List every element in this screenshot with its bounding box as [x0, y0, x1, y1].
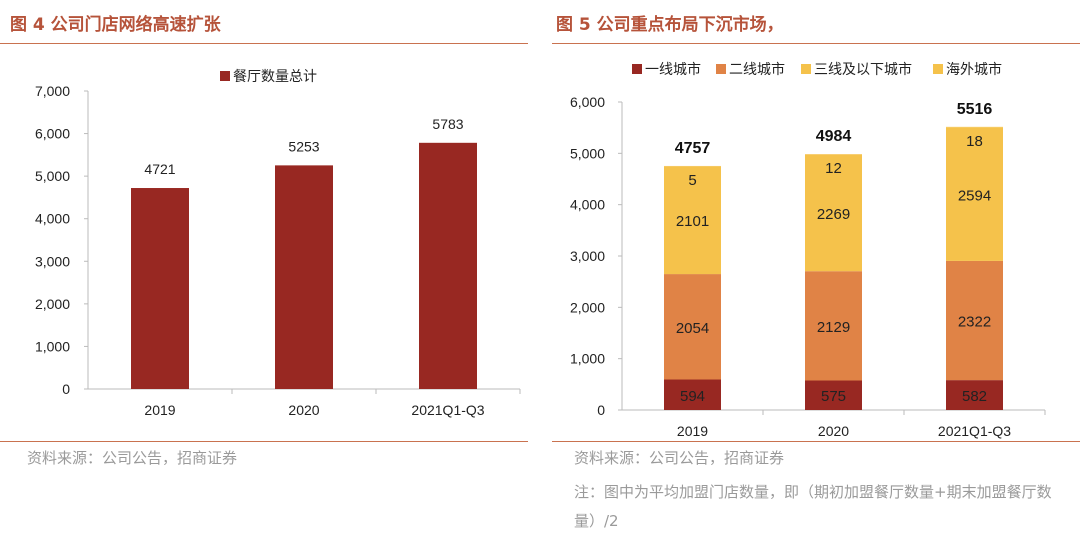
right-y-tick-label: 4,000: [570, 197, 605, 213]
right-total-label: 5516: [957, 101, 993, 118]
left-legend-swatch: [220, 71, 230, 81]
left-x-tick-label: 2020: [288, 402, 319, 418]
right-y-tick-label: 3,000: [570, 248, 605, 264]
left-y-tick-label: 0: [62, 381, 70, 397]
right-segment-label: 18: [966, 133, 983, 150]
right-legend-swatch: [801, 64, 811, 74]
left-y-tick-label: 6,000: [35, 126, 70, 142]
left-y-tick-label: 3,000: [35, 253, 70, 269]
right-segment-label: 2594: [958, 187, 991, 204]
left-y-tick-label: 4,000: [35, 211, 70, 227]
right-legend-swatch: [716, 64, 726, 74]
right-stack-segment-4: [805, 154, 862, 155]
left-y-tick-label: 5,000: [35, 168, 70, 184]
right-source: 资料来源：公司公告，招商证券: [574, 447, 784, 468]
left-y-tick-label: 7,000: [35, 83, 70, 99]
right-segment-label: 5: [688, 172, 696, 189]
right-y-tick-label: 2,000: [570, 299, 605, 315]
right-legend-label: 二线城市: [729, 61, 785, 77]
right-legend-label: 三线及以下城市: [814, 61, 912, 77]
left-legend-label: 餐厅数量总计: [233, 68, 317, 84]
right-x-tick-label: 2019: [677, 423, 708, 439]
left-bar-value-label: 5783: [432, 116, 463, 132]
right-segment-label: 582: [962, 388, 987, 405]
right-y-tick-label: 1,000: [570, 351, 605, 367]
right-segment-label: 12: [825, 160, 842, 177]
left-bar: [131, 188, 189, 389]
left-y-tick-label: 2,000: [35, 296, 70, 312]
left-bar-value-label: 4721: [144, 161, 175, 177]
right-total-label: 4757: [675, 140, 711, 157]
left-bar-value-label: 5253: [288, 138, 319, 154]
left-y-tick-label: 1,000: [35, 338, 70, 354]
left-x-tick-label: 2021Q1-Q3: [411, 402, 484, 418]
right-segment-label: 2101: [676, 213, 709, 230]
right-note: 注：图中为平均加盟门店数量，即（期初加盟餐厅数量+期末加盟餐厅数量）/2: [574, 478, 1074, 536]
left-source: 资料来源：公司公告，招商证券: [27, 447, 237, 468]
right-x-tick-label: 2020: [818, 423, 849, 439]
left-bar: [419, 143, 477, 389]
right-legend-label: 海外城市: [946, 61, 1002, 77]
left-bottom-rule: [0, 441, 528, 442]
right-stack-segment-4: [946, 127, 1003, 128]
right-bottom-rule: [552, 441, 1080, 442]
right-x-tick-label: 2021Q1-Q3: [938, 423, 1011, 439]
right-y-tick-label: 0: [597, 402, 605, 418]
right-segment-label: 2269: [817, 206, 850, 223]
left-x-tick-label: 2019: [144, 402, 175, 418]
right-legend-swatch: [933, 64, 943, 74]
right-legend-swatch: [632, 64, 642, 74]
right-segment-label: 2322: [958, 314, 991, 331]
right-legend-label: 一线城市: [645, 61, 701, 77]
left-bar: [275, 165, 333, 389]
right-segment-label: 594: [680, 388, 705, 405]
right-segment-label: 2129: [817, 319, 850, 336]
right-total-label: 4984: [816, 128, 852, 145]
right-segment-label: 575: [821, 388, 846, 405]
right-y-tick-label: 5,000: [570, 145, 605, 161]
right-segment-label: 2054: [676, 320, 709, 337]
right-y-tick-label: 6,000: [570, 94, 605, 110]
